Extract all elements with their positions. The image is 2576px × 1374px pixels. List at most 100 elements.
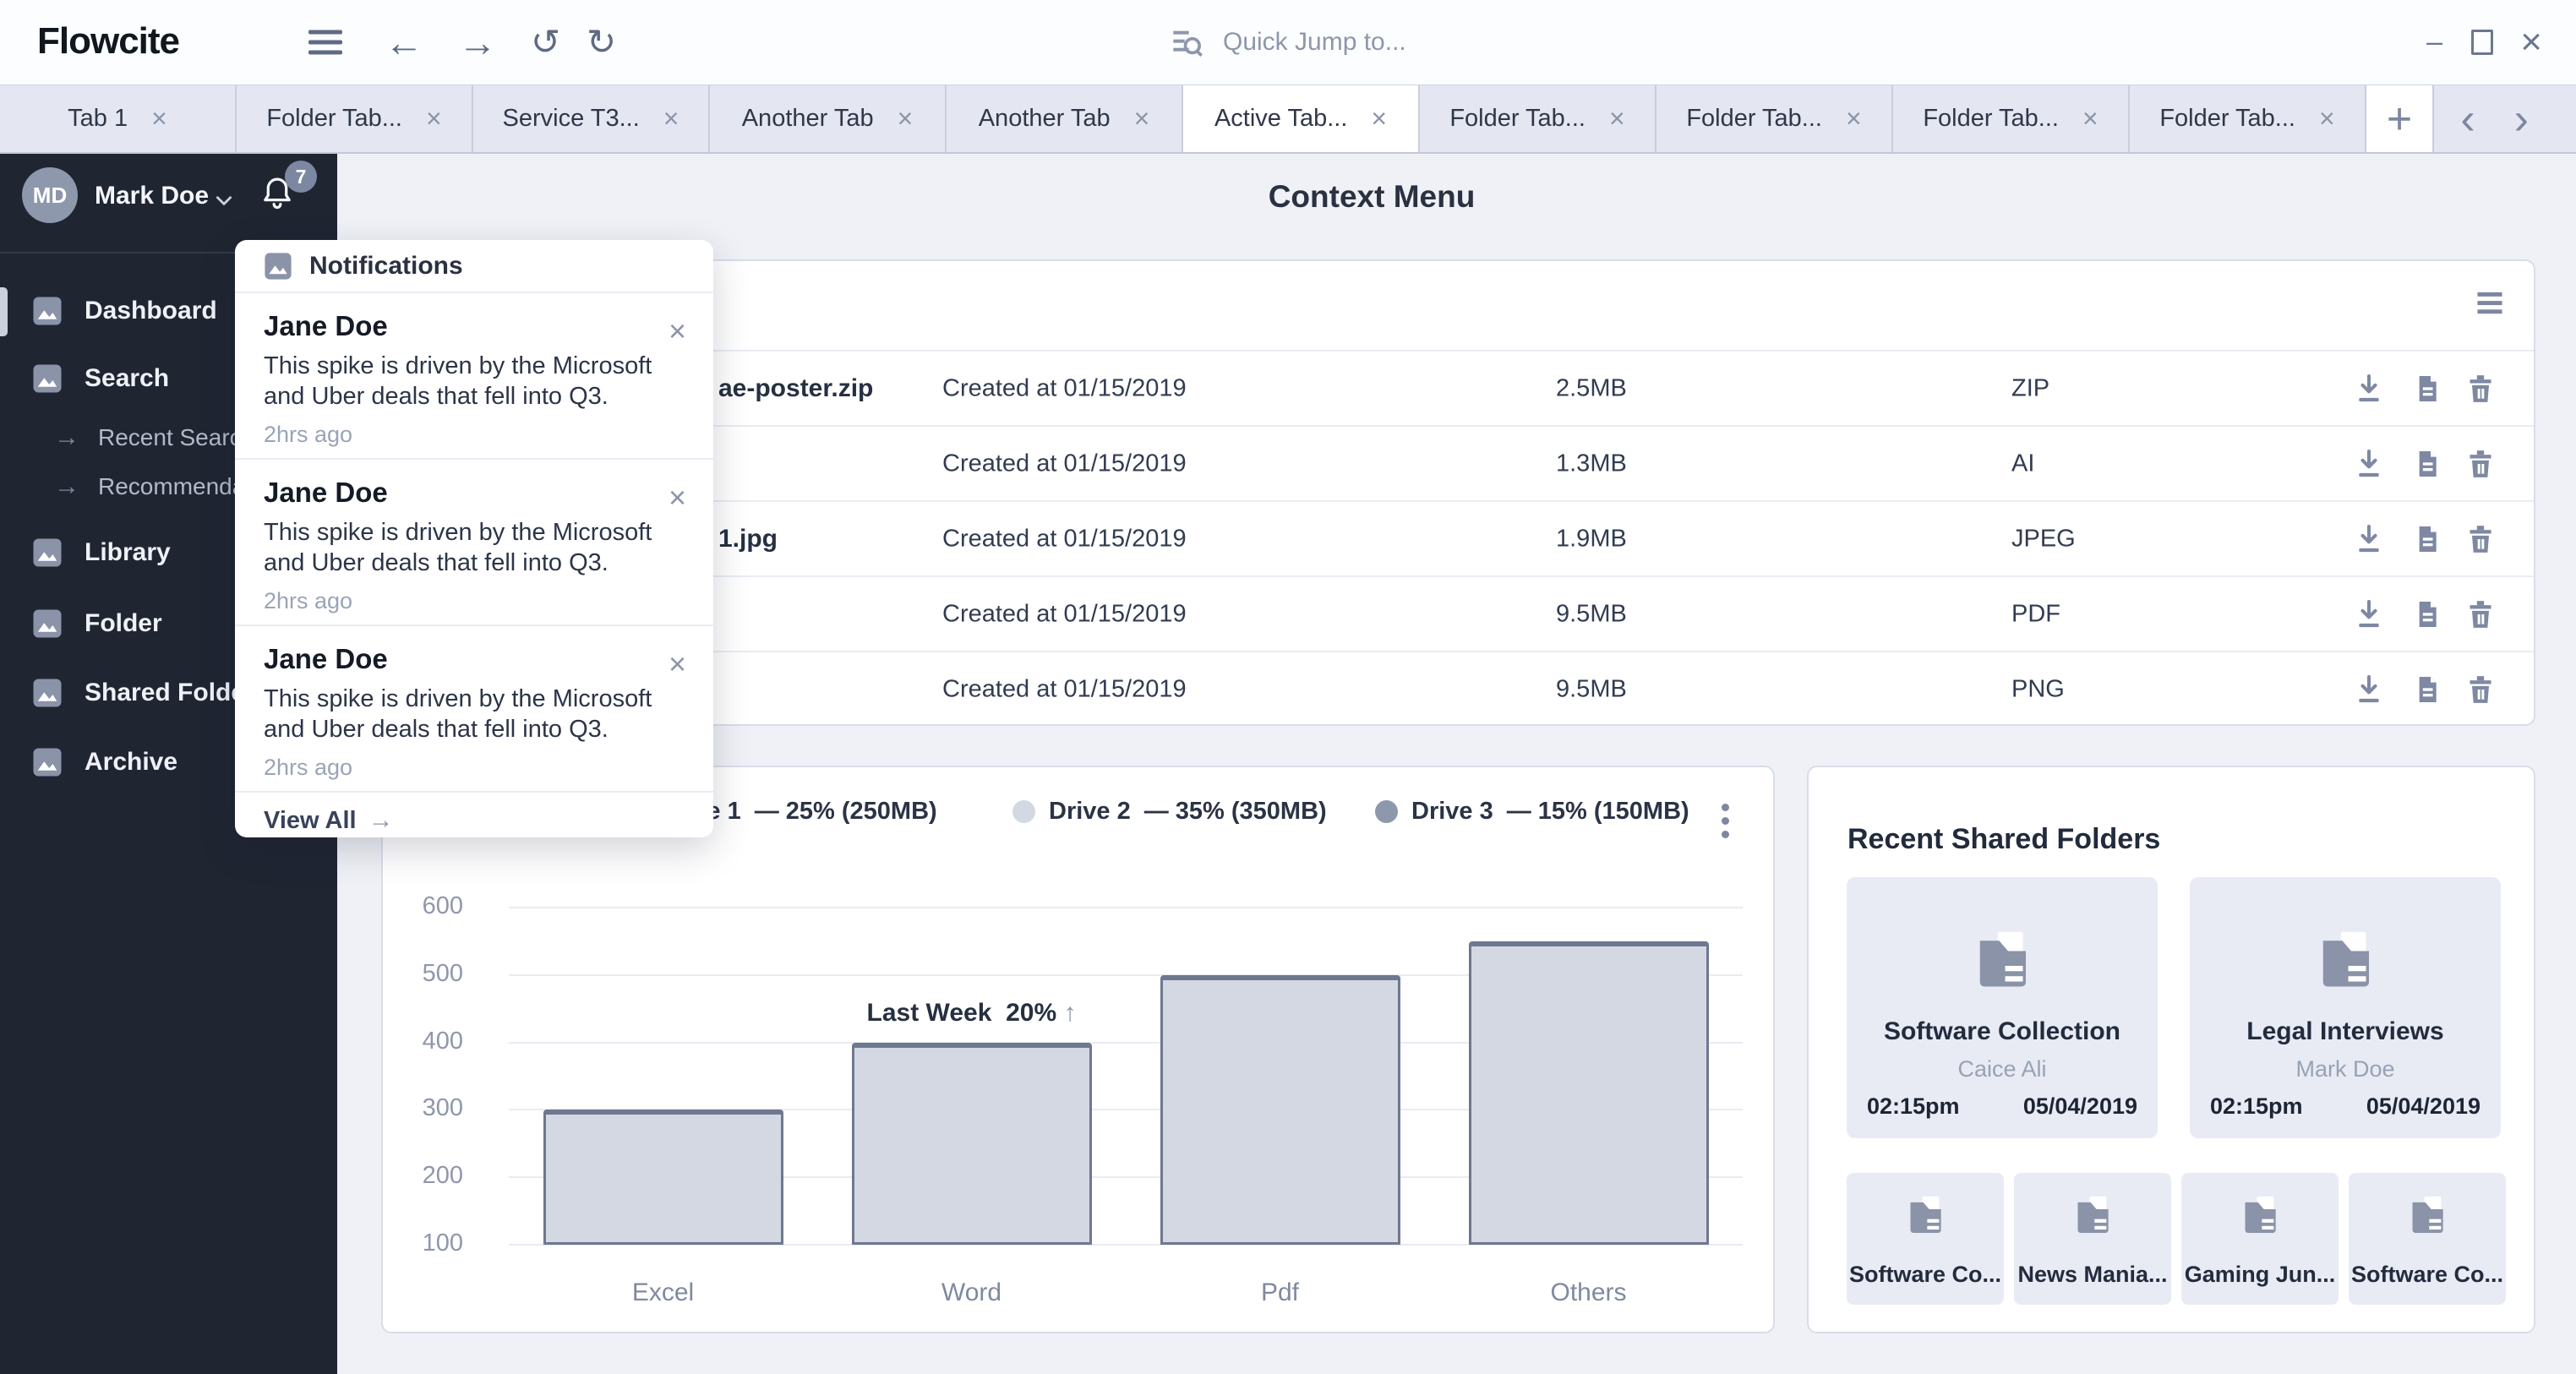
close-icon[interactable]: × <box>668 646 686 681</box>
sidebar-item-archive[interactable]: Archive <box>0 742 337 782</box>
back-arrow-icon[interactable]: ← <box>385 20 423 64</box>
sidebar-item-folder[interactable]: Folder <box>0 603 337 644</box>
folder-time: 02:15pm <box>2210 1093 2303 1119</box>
bell-icon[interactable] <box>258 174 297 213</box>
shared-folder-card-small[interactable]: Software Co... <box>1847 1173 2004 1305</box>
tab[interactable]: Folder Tab... × <box>237 85 473 152</box>
y-axis-tick: 500 <box>422 959 463 987</box>
chart-card: Drive 1— 25% (250MB)Drive 2— 35% (350MB)… <box>381 766 1775 1333</box>
window-minimize-button[interactable]: – <box>2426 25 2442 58</box>
legend-item: Drive 2 — 35% (350MB) <box>1012 798 1327 826</box>
sidebar-item-dashboard[interactable]: Dashboard <box>0 287 337 335</box>
tab-scroll-right-icon[interactable]: › <box>2513 94 2529 144</box>
close-icon[interactable]: × <box>668 480 686 515</box>
notifications-header: Notifications <box>235 240 713 293</box>
bar-excel[interactable] <box>543 1110 783 1245</box>
copy-document-icon[interactable] <box>2410 597 2443 631</box>
tab[interactable]: Folder Tab... × <box>1420 85 1656 152</box>
notification-item[interactable]: Jane Doe This spike is driven by the Mic… <box>235 460 713 626</box>
file-size: 2.5MB <box>1556 374 1627 401</box>
tab[interactable]: Another Tab × <box>947 85 1183 152</box>
avatar[interactable]: MD <box>22 167 78 223</box>
bar-word[interactable] <box>851 1042 1092 1245</box>
copy-document-icon[interactable] <box>2410 447 2443 481</box>
bar-others[interactable] <box>1468 941 1709 1245</box>
trash-icon[interactable] <box>2464 597 2497 631</box>
download-icon[interactable] <box>2352 673 2386 706</box>
window-close-button[interactable]: × <box>2520 21 2542 63</box>
trash-icon[interactable] <box>2464 372 2497 406</box>
folder-time: 02:15pm <box>1867 1093 1960 1119</box>
shared-folder-card[interactable]: Legal Interviews Mark Doe 02:15pm 05/04/… <box>2190 877 2501 1138</box>
close-tab-icon[interactable]: × <box>1371 103 1388 134</box>
notification-item[interactable]: Jane Doe This spike is driven by the Mic… <box>235 626 713 793</box>
quick-jump-placeholder: Quick Jump to... <box>1223 28 1406 56</box>
copy-document-icon[interactable] <box>2410 522 2443 556</box>
forward-arrow-icon[interactable]: → <box>458 20 497 64</box>
close-icon[interactable]: × <box>668 314 686 348</box>
close-tab-icon[interactable]: × <box>1133 103 1150 134</box>
table-row[interactable]: Created at 01/15/2019 1.3MB AI <box>383 425 2534 500</box>
tab[interactable]: Folder Tab... × <box>2130 85 2366 152</box>
menu-hamburger-icon[interactable] <box>308 25 342 61</box>
tab-active[interactable]: Active Tab... × <box>1183 85 1420 152</box>
folder-icon <box>1979 931 2026 987</box>
user-name: Mark Doe <box>95 182 210 210</box>
shared-folder-card[interactable]: Software Collection Caice Ali 02:15pm 05… <box>1847 877 2158 1138</box>
chevron-down-icon[interactable] <box>213 189 235 211</box>
kebab-menu-icon[interactable] <box>1722 798 1729 844</box>
page-title: Context Menu <box>1268 179 1476 214</box>
y-axis-tick: 200 <box>422 1162 463 1190</box>
close-tab-icon[interactable]: × <box>425 103 442 134</box>
sidebar-item-library[interactable]: Library <box>0 532 337 573</box>
close-tab-icon[interactable]: × <box>2082 103 2098 134</box>
trash-icon[interactable] <box>2464 522 2497 556</box>
close-tab-icon[interactable]: × <box>1845 103 1862 134</box>
window-maximize-button[interactable] <box>2471 30 2493 55</box>
table-row[interactable]: Created at 01/15/2019 9.5MB PNG <box>383 651 2534 726</box>
close-tab-icon[interactable]: × <box>2318 103 2335 134</box>
trash-icon[interactable] <box>2464 673 2497 706</box>
close-tab-icon[interactable]: × <box>1608 103 1625 134</box>
sidebar-item-search[interactable]: Search <box>0 358 337 399</box>
tab[interactable]: Folder Tab... × <box>1893 85 2130 152</box>
sidebar-item-shared-folder[interactable]: Shared Folder <box>0 673 337 713</box>
undo-icon[interactable]: ↺ <box>531 22 561 62</box>
table-row[interactable]: ae-poster.zip Created at 01/15/2019 2.5MB Z… <box>383 350 2534 425</box>
notifications-panel: Notifications Jane Doe This spike is dri… <box>235 240 713 837</box>
quick-jump-input[interactable]: Quick Jump to... <box>1171 25 1406 59</box>
table-row[interactable]: Created at 01/15/2019 9.5MB PDF <box>383 575 2534 651</box>
bar-pdf[interactable] <box>1160 974 1400 1245</box>
shared-folder-card-small[interactable]: Software Co... <box>2349 1173 2506 1305</box>
download-icon[interactable] <box>2352 597 2386 631</box>
trash-icon[interactable] <box>2464 447 2497 481</box>
tab-scroll-left-icon[interactable]: ‹ <box>2460 94 2475 144</box>
shared-folder-card-small[interactable]: Gaming Jun... <box>2181 1173 2339 1305</box>
shared-folder-card-small[interactable]: News Mania... <box>2014 1173 2171 1305</box>
copy-document-icon[interactable] <box>2410 673 2443 706</box>
tab[interactable]: Service T3... × <box>473 85 710 152</box>
tab[interactable]: Another Tab × <box>710 85 947 152</box>
download-icon[interactable] <box>2352 522 2386 556</box>
close-tab-icon[interactable]: × <box>151 103 167 134</box>
legend-dot <box>1375 800 1398 823</box>
file-type: AI <box>2011 450 2035 477</box>
download-icon[interactable] <box>2352 372 2386 406</box>
notification-item[interactable]: Jane Doe This spike is driven by the Mic… <box>235 293 713 460</box>
image-icon <box>33 538 62 567</box>
tab[interactable]: Folder Tab... × <box>1656 85 1893 152</box>
close-tab-icon[interactable]: × <box>663 103 679 134</box>
shared-folders-card: Recent Shared Folders Software Collectio… <box>1807 766 2535 1333</box>
redo-icon[interactable]: ↻ <box>587 22 617 62</box>
x-axis-label: Pdf <box>1260 1279 1300 1306</box>
close-tab-icon[interactable]: × <box>897 103 914 134</box>
download-icon[interactable] <box>2352 447 2386 481</box>
table-row[interactable]: 1.jpg Created at 01/15/2019 1.9MB JPEG <box>383 500 2534 575</box>
view-all-link[interactable]: View All → <box>264 806 394 834</box>
copy-document-icon[interactable] <box>2410 372 2443 406</box>
card-menu-icon[interactable] <box>2475 290 2505 317</box>
file-type: PNG <box>2011 675 2065 702</box>
tab[interactable]: Tab 1 × <box>0 85 237 152</box>
file-size: 9.5MB <box>1556 600 1627 627</box>
new-tab-button[interactable]: + <box>2366 85 2434 152</box>
